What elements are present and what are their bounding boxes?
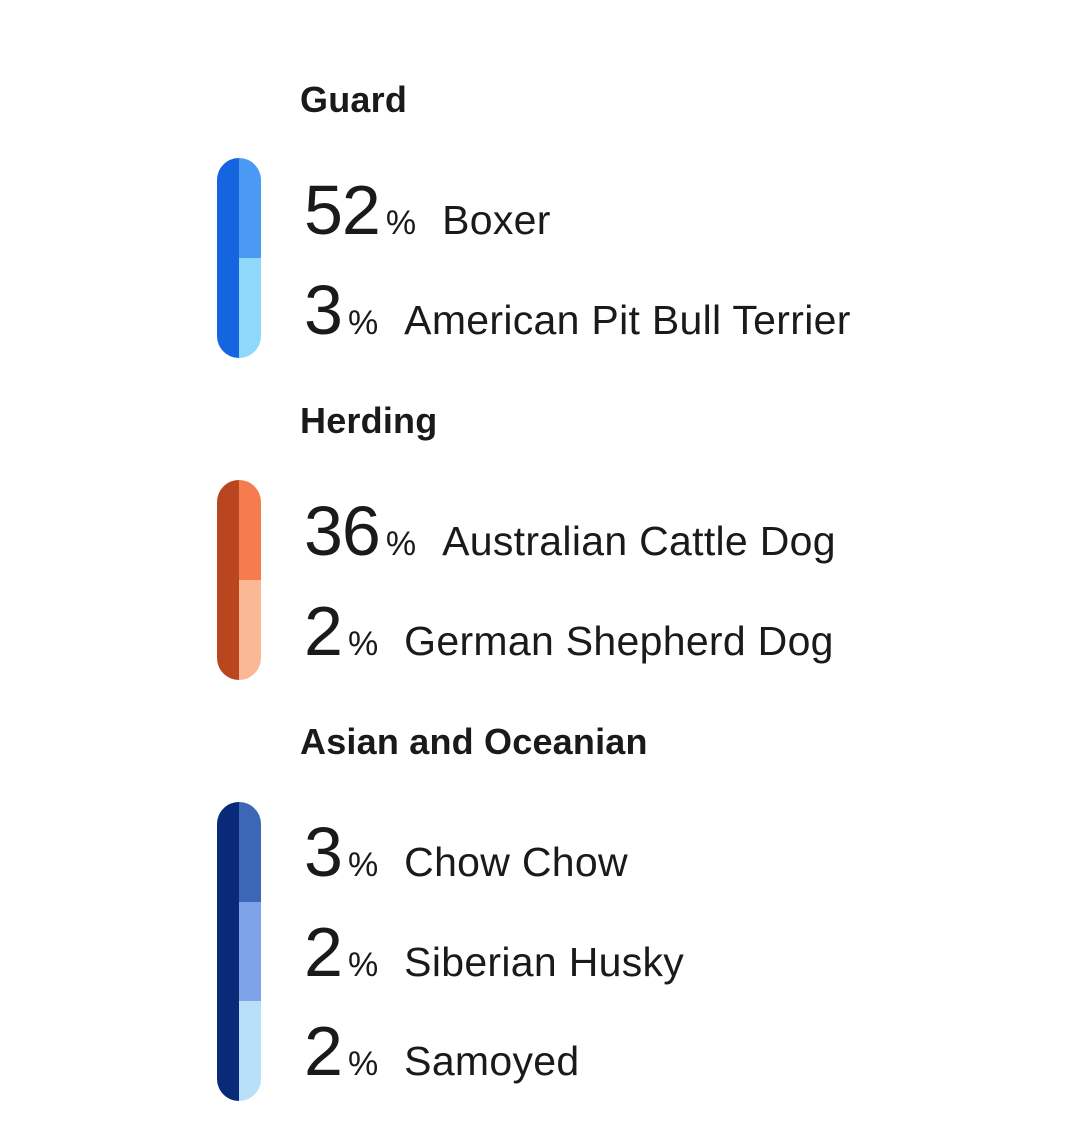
percent-value: 2 xyxy=(304,592,343,670)
color-bar-main xyxy=(217,158,239,358)
color-bar-segment xyxy=(239,580,261,680)
color-bar-segment xyxy=(239,802,261,902)
color-bar xyxy=(217,480,261,680)
percent-value: 3 xyxy=(304,271,343,349)
percent-sign: % xyxy=(347,304,379,342)
percent-sign: % xyxy=(385,204,417,242)
percent-value: 36 xyxy=(304,492,381,570)
breed-name: Boxer xyxy=(442,197,551,243)
breed-name: Samoyed xyxy=(404,1038,580,1084)
percent-sign: % xyxy=(347,846,379,884)
percent-value: 2 xyxy=(304,913,343,991)
percent-sign: % xyxy=(385,525,417,563)
percent-sign: % xyxy=(347,946,379,984)
percent-sign: % xyxy=(347,1045,379,1083)
color-bar-segment xyxy=(239,480,261,580)
breed-row: 3 % American Pit Bull Terrier xyxy=(304,260,851,360)
breed-name: German Shepherd Dog xyxy=(404,618,834,664)
group-title: Asian and Oceanian xyxy=(300,721,648,762)
breed-name: Siberian Husky xyxy=(404,939,685,985)
color-bar-segments xyxy=(239,158,261,358)
color-bar-segments xyxy=(239,802,261,1101)
color-bar-main xyxy=(217,802,239,1101)
color-bar-segment xyxy=(239,1001,261,1101)
breed-name: American Pit Bull Terrier xyxy=(404,297,851,343)
percent-sign: % xyxy=(347,625,379,663)
group-title: Herding xyxy=(300,400,438,441)
color-bar xyxy=(217,802,261,1101)
percent-value: 52 xyxy=(304,171,381,249)
color-bar-segment xyxy=(239,158,261,258)
percent-value: 2 xyxy=(304,1012,343,1090)
breed-row: 52 % Boxer xyxy=(304,160,551,260)
breed-name: Chow Chow xyxy=(404,839,628,885)
breed-row: 2 % German Shepherd Dog xyxy=(304,581,834,681)
color-bar xyxy=(217,158,261,358)
breed-row: 3 % Chow Chow xyxy=(304,802,628,902)
breed-name: Australian Cattle Dog xyxy=(442,518,836,564)
percent-value: 3 xyxy=(304,813,343,891)
breed-row: 2 % Siberian Husky xyxy=(304,902,684,1002)
color-bar-segment xyxy=(239,901,261,1002)
color-bar-segment xyxy=(239,258,261,358)
color-bar-main xyxy=(217,480,239,680)
breed-row: 2 % Samoyed xyxy=(304,1001,579,1101)
color-bar-segments xyxy=(239,480,261,680)
breed-row: 36 % Australian Cattle Dog xyxy=(304,481,836,581)
group-title: Guard xyxy=(300,79,408,120)
